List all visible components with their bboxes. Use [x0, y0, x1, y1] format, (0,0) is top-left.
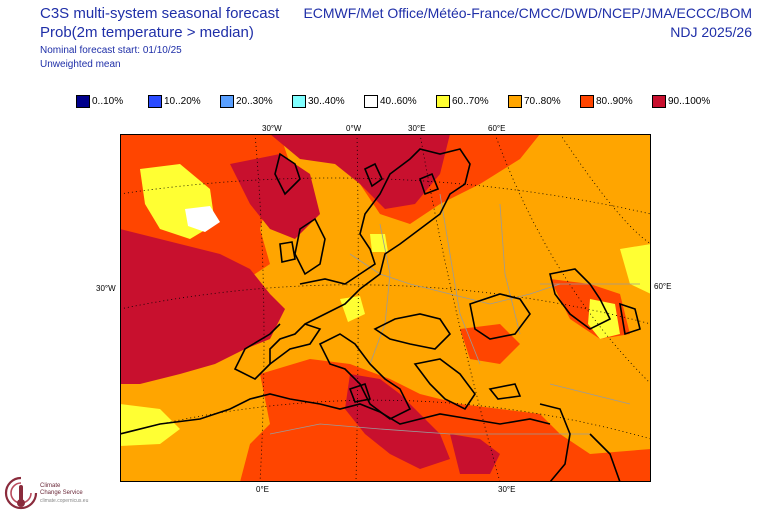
legend-label: 20..30%: [236, 95, 273, 107]
legend-item: 0..10%: [76, 94, 123, 108]
logo-text: Climate Change Service climate.copernicu…: [40, 483, 88, 506]
legend-label: 90..100%: [668, 95, 711, 107]
top-tick-label: 0°W: [346, 124, 362, 133]
prob-field-60-70: [370, 234, 388, 252]
bottom-tick-label: 0°E: [256, 485, 269, 494]
top-tick-label: 30°E: [408, 124, 426, 133]
prob-field-90-100: [120, 229, 285, 384]
prob-field-80-90: [460, 324, 520, 364]
title-right-block: ECMWF/Met Office/Météo-France/CMCC/DWD/N…: [303, 4, 752, 42]
legend-swatch: [580, 94, 594, 108]
logo-url: climate.copernicus.eu: [40, 497, 89, 504]
legend-label: 30..40%: [308, 95, 345, 107]
chart-subtitle: Prob(2m temperature > median): [40, 24, 254, 41]
logo-line1: Climate: [40, 482, 61, 489]
prob-field-90-100: [230, 154, 320, 239]
legend-swatch: [652, 94, 666, 108]
legend-item: 80..90%: [580, 94, 633, 108]
legend-label: 0..10%: [92, 95, 124, 107]
legend-label: 80..90%: [596, 95, 633, 107]
legend-item: 30..40%: [292, 94, 345, 108]
left-tick-label: 30°W: [96, 284, 116, 293]
thermometer-globe-icon: [4, 476, 38, 510]
legend-swatch: [148, 94, 162, 108]
legend-item: 10..20%: [148, 94, 201, 108]
legend-label: 40..60%: [380, 95, 417, 107]
forecast-start: Nominal forecast start: 01/10/25: [40, 45, 182, 56]
prob-field-60-70: [620, 244, 651, 294]
season-label: NDJ 2025/26: [670, 24, 752, 40]
legend-label: 10..20%: [164, 95, 201, 107]
legend-item: 70..80%: [508, 94, 561, 108]
title-block: C3S multi-system seasonal forecast Prob(…: [40, 4, 279, 72]
map-svg: [120, 134, 651, 482]
legend-swatch: [364, 94, 378, 108]
prob-field-60-70: [588, 299, 620, 339]
legend-item: 40..60%: [364, 94, 417, 108]
prob-field-60-70: [120, 404, 180, 446]
legend-swatch: [508, 94, 522, 108]
chart-title: C3S multi-system seasonal forecast: [40, 5, 280, 22]
legend-label: 60..70%: [452, 95, 489, 107]
top-tick-label: 30°W: [262, 124, 282, 133]
legend-item: 60..70%: [436, 94, 489, 108]
probability-map: [120, 134, 651, 482]
prob-field-90-100: [270, 134, 450, 209]
bottom-tick-label: 30°E: [498, 485, 516, 494]
systems-list: ECMWF/Met Office/Météo-France/CMCC/DWD/N…: [303, 5, 752, 21]
logo-line2: Change Service: [40, 489, 83, 496]
legend-swatch: [436, 94, 450, 108]
weighting-note: Unweighted mean: [40, 59, 121, 70]
copernicus-logo: Climate Change Service climate.copernicu…: [4, 476, 88, 512]
prob-field-80-90: [240, 359, 651, 482]
prob-field-40-60: [185, 206, 220, 232]
prob-field-90-100: [450, 434, 500, 474]
coastlines: [120, 148, 641, 482]
legend-label: 70..80%: [524, 95, 561, 107]
legend-swatch: [292, 94, 306, 108]
legend-item: 90..100%: [652, 94, 710, 108]
map-frame: [120, 134, 651, 482]
right-tick-label: 60°E: [654, 282, 672, 291]
top-tick-label: 60°E: [488, 124, 506, 133]
legend-item: 20..30%: [220, 94, 273, 108]
legend-swatch: [220, 94, 234, 108]
legend-swatch: [76, 94, 90, 108]
prob-field-90-100: [345, 374, 450, 469]
